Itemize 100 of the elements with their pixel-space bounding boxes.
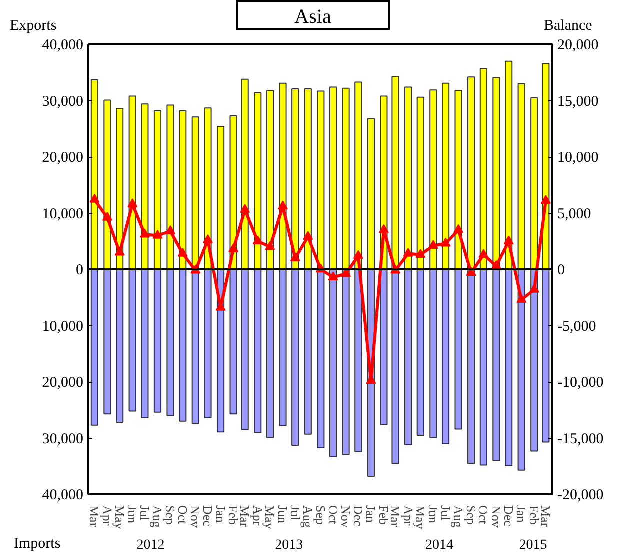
bar: [492, 269, 500, 462]
point: [416, 249, 426, 258]
y-tick-label: 20,000: [42, 150, 84, 166]
bar: [468, 269, 476, 464]
bar: [279, 269, 287, 426]
bar: [454, 269, 462, 430]
text: 2012: [136, 537, 166, 555]
bar: [442, 82, 450, 270]
point: [504, 236, 514, 244]
point: [353, 250, 364, 260]
bar: [342, 269, 350, 456]
point: [378, 224, 389, 234]
bar: [241, 78, 249, 270]
bar: [468, 76, 476, 270]
point: [303, 231, 314, 240]
bar: [416, 96, 424, 270]
bar: [116, 108, 124, 270]
x-tick-label: Dec: [501, 506, 516, 527]
bar: [542, 63, 550, 270]
bar: [141, 269, 149, 418]
x-tick-label: May: [413, 506, 428, 530]
y2-tick-label: 0: [558, 262, 565, 278]
x-tick-label: Jan: [213, 506, 228, 524]
bar: [104, 269, 112, 415]
y2-tick-label: -5,000: [558, 318, 596, 335]
bar: [404, 269, 412, 446]
point: [290, 252, 300, 262]
bar: [442, 269, 450, 444]
text: 2015: [518, 537, 548, 555]
point: [102, 212, 112, 221]
bar: [266, 269, 274, 438]
bar: [266, 90, 274, 270]
x-tick-label: May: [262, 506, 278, 530]
point: [278, 200, 288, 210]
x-tick-label: Jan: [514, 506, 530, 524]
y-axis-title: Exports: [10, 17, 57, 36]
bar: [505, 60, 513, 270]
x-tick-label: Nov: [488, 506, 504, 528]
bar: [154, 269, 162, 413]
bar: [204, 269, 212, 418]
x-tick-label: Jun: [276, 506, 290, 524]
y-tick-label: 0: [76, 262, 84, 278]
bar: [480, 68, 488, 270]
bar: [317, 90, 325, 270]
point: [478, 249, 489, 258]
text: 2013: [274, 537, 304, 555]
bar: [204, 108, 212, 270]
bar: [404, 86, 412, 270]
x-tick-label: Sep: [313, 506, 328, 525]
bar: [292, 88, 300, 270]
bar: [254, 92, 262, 270]
bar: [329, 86, 338, 270]
bar: [530, 269, 538, 452]
bar: [216, 126, 225, 270]
bar: [192, 116, 200, 270]
bar: [90, 79, 98, 270]
y2-tick-label: 10,000: [558, 150, 599, 166]
point: [140, 228, 150, 238]
x-tick-label: May: [112, 506, 128, 530]
point: [265, 241, 276, 250]
y-tick-label: 40,000: [42, 38, 84, 54]
bar: [329, 269, 338, 458]
x-tick-label: Sep: [464, 506, 479, 525]
bar: [392, 269, 400, 464]
bar: [166, 269, 174, 416]
point: [428, 240, 438, 249]
point: [178, 248, 188, 257]
bar: [392, 76, 400, 270]
point: [328, 272, 338, 280]
bar: [530, 97, 538, 270]
y2-tick-label: 15,000: [558, 94, 599, 110]
point: [166, 226, 176, 234]
text: Imports: [14, 535, 61, 554]
y2-tick-label: -10,000: [558, 375, 604, 391]
point: [454, 224, 464, 234]
y-tick-label: 10,000: [42, 206, 84, 222]
bar: [230, 269, 238, 415]
y-tick-label: 30,000: [42, 94, 84, 110]
bar: [154, 110, 162, 270]
y2-tick-label: 20,000: [558, 38, 599, 54]
bar: [518, 269, 526, 471]
bar: [166, 104, 174, 270]
bar: [90, 269, 98, 426]
bar: [454, 90, 462, 270]
x-tick-label: Jan: [364, 506, 379, 524]
bar: [354, 269, 362, 452]
x-tick-label: Dec: [200, 506, 216, 527]
bar: [116, 269, 124, 423]
point: [252, 236, 263, 244]
point: [114, 246, 125, 256]
point: [540, 195, 551, 204]
point: [90, 194, 100, 203]
bar: [141, 104, 149, 270]
bar: [254, 269, 262, 434]
bar: [518, 83, 526, 270]
point: [240, 204, 250, 213]
bar: [480, 269, 488, 466]
bar: [342, 88, 350, 270]
bar: [542, 269, 550, 443]
y-tick-label: 10,000: [42, 318, 84, 335]
